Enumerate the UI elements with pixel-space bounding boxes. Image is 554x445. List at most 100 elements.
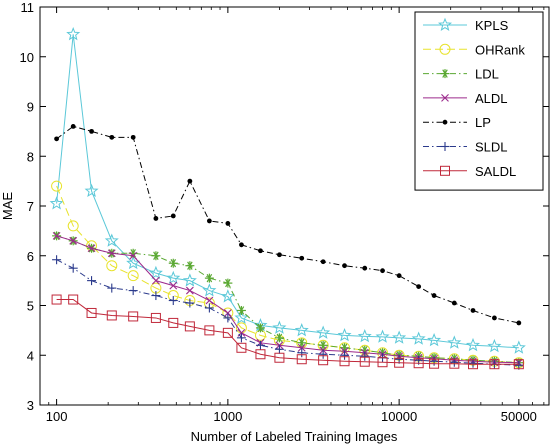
data-point-saldl: [377, 357, 388, 368]
legend-item-kpls: KPLS: [423, 17, 509, 33]
y-tick-label: 7: [27, 199, 34, 214]
data-point-kpls: [202, 283, 217, 297]
data-point-kpls: [447, 335, 462, 349]
data-point-aldl: [152, 276, 160, 285]
data-point-ohrank: [67, 220, 79, 232]
x-tick-label: 100: [46, 409, 68, 424]
data-point-saldl: [339, 356, 350, 367]
legend-marker-ldl: [440, 69, 450, 79]
data-point-kpls: [375, 329, 390, 343]
legend-label: LDL: [475, 67, 499, 82]
data-point-sldl: [429, 356, 439, 366]
legend-marker-kpls: [437, 17, 453, 31]
x-tick-label: 50000: [501, 409, 537, 424]
data-point-lp: [299, 255, 305, 261]
data-point-lp: [320, 259, 326, 265]
legend: KPLS OHRank LDL ALDL LP SLDL SALDL: [414, 11, 544, 191]
data-point-saldl: [184, 321, 195, 332]
data-point-lp: [416, 284, 422, 289]
data-point-lp: [153, 216, 159, 221]
data-point-lp: [492, 315, 497, 321]
data-point-saldl: [394, 357, 405, 368]
data-point-sldl: [255, 340, 265, 350]
legend-marker-saldl: [440, 165, 450, 176]
data-point-aldl: [87, 244, 96, 253]
data-point-kpls: [49, 196, 64, 210]
data-point-ldl: [168, 258, 178, 268]
y-tick-label: 11: [21, 0, 35, 15]
data-point-sldl: [223, 313, 233, 323]
y-tick-label: 8: [27, 149, 34, 164]
data-point-saldl: [513, 359, 524, 370]
data-point-kpls: [182, 273, 197, 287]
data-point-sldl: [318, 349, 328, 359]
data-point-saldl: [86, 307, 97, 318]
data-point-lp: [109, 134, 115, 140]
legend-box: [414, 11, 544, 191]
series-line-kpls: [56, 34, 519, 349]
legend-item-sldl: SLDL: [423, 140, 508, 155]
x-tick-label: 10000: [381, 409, 417, 424]
data-point-lp: [431, 293, 437, 298]
data-point-kpls: [465, 337, 481, 352]
data-point-saldl: [204, 325, 215, 336]
data-point-sldl: [185, 298, 195, 308]
axes-layer: 100 1000 10000 50000 3 4 5 6 7 8 9 10 11: [20, 0, 549, 424]
data-point-aldl: [69, 236, 78, 245]
legend-marker-lp: [442, 119, 448, 125]
legend-marker-sldl: [440, 142, 450, 151]
data-point-kpls: [234, 310, 249, 324]
data-point-lp: [206, 218, 212, 224]
data-point-ohrank: [127, 270, 139, 282]
data-point-saldl: [296, 354, 307, 365]
data-point-kpls: [294, 323, 309, 337]
data-point-aldl: [205, 296, 214, 305]
data-point-saldl: [106, 310, 117, 321]
data-point-saldl: [489, 359, 500, 370]
data-point-kpls: [427, 332, 442, 347]
y-tick-label: 6: [27, 249, 34, 264]
data-point-kpls: [66, 26, 81, 41]
data-point-aldl: [185, 286, 194, 295]
data-point-kpls: [392, 330, 407, 344]
data-point-kpls: [148, 265, 163, 280]
y-tick-label: 10: [20, 50, 34, 65]
series-lp: [54, 124, 522, 326]
legend-item-lp: LP: [423, 115, 491, 130]
data-point-saldl: [255, 349, 266, 360]
data-point-sldl: [151, 291, 161, 301]
data-point-lp: [342, 263, 347, 269]
data-point-saldl: [222, 327, 233, 338]
data-point-saldl: [51, 294, 62, 305]
y-tick-label: 5: [27, 299, 34, 314]
data-point-saldl: [150, 312, 161, 323]
data-point-kpls: [357, 328, 372, 343]
legend-item-ohrank: OHRank: [423, 42, 525, 57]
data-point-kpls: [411, 331, 426, 345]
series-line-ohrank: [56, 185, 519, 364]
data-point-kpls: [220, 289, 235, 303]
data-point-sldl: [107, 283, 117, 293]
series-kpls: [49, 26, 526, 354]
data-point-kpls: [511, 340, 526, 354]
data-point-aldl: [223, 309, 232, 317]
data-point-kpls: [316, 325, 331, 339]
data-point-lp: [225, 221, 231, 226]
data-point-saldl: [274, 352, 285, 363]
data-point-lp: [130, 134, 136, 140]
data-point-kpls: [337, 327, 352, 342]
data-point-lp: [239, 242, 244, 248]
data-point-kpls: [84, 183, 99, 198]
series-layer: [49, 26, 526, 370]
legend-label: ALDL: [475, 91, 508, 106]
data-point-ldl: [185, 261, 195, 271]
legend-item-aldl: ALDL: [423, 91, 508, 106]
legend-label: SLDL: [475, 140, 508, 155]
data-point-saldl: [429, 358, 440, 369]
data-point-kpls: [166, 270, 181, 285]
data-point-ldl: [151, 251, 161, 261]
data-point-sldl: [52, 255, 62, 265]
y-tick-label: 3: [27, 398, 34, 413]
series-saldl: [51, 294, 524, 370]
data-point-lp: [187, 178, 193, 184]
